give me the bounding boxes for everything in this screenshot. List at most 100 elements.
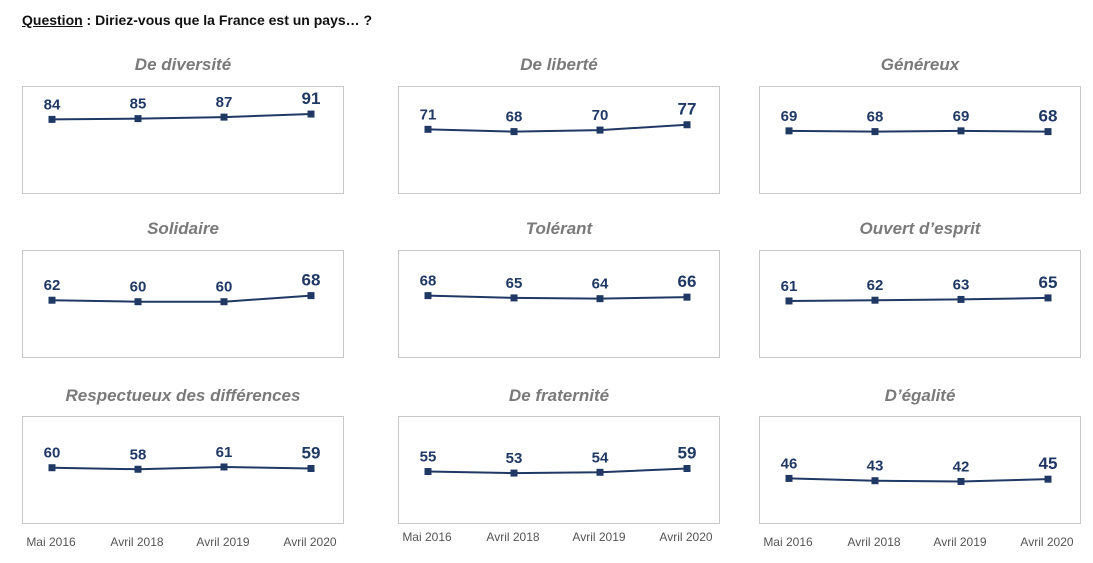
data-point [871, 296, 879, 304]
chart-panel: 69 68 69 68 [759, 86, 1081, 194]
data-point [957, 127, 965, 135]
question-heading: Question : Diriez-vous que la France est… [22, 12, 372, 28]
data-point [510, 128, 518, 136]
data-point [307, 292, 315, 300]
data-point [134, 298, 142, 306]
data-label: 62 [44, 277, 61, 294]
data-label: 42 [953, 458, 970, 475]
chart-title: Ouvert d’esprit [859, 219, 981, 238]
data-label: 45 [1039, 454, 1058, 473]
chart-panel: 84 85 87 91 [22, 86, 344, 194]
data-point [134, 115, 142, 123]
x-tick-label: Mai 2016 [26, 535, 76, 549]
data-point [134, 465, 142, 473]
data-label: 60 [44, 445, 61, 462]
x-tick-label: Avril 2018 [486, 530, 540, 544]
data-label: 68 [302, 271, 321, 290]
data-point [1044, 475, 1052, 483]
line-chart: 55 53 54 59 [420, 443, 696, 477]
data-point [871, 477, 879, 485]
data-label: 60 [130, 279, 147, 296]
data-point [424, 292, 432, 300]
data-point [683, 464, 691, 472]
chart-title: De liberté [520, 55, 598, 74]
chart-title: De fraternité [508, 386, 610, 405]
x-tick-label: Avril 2018 [847, 535, 901, 549]
data-point [220, 113, 228, 121]
x-axis-labels: Mai 2016 Avril 2018 Avril 2019 Avril 2020 [398, 530, 720, 546]
series-line [51, 465, 312, 471]
x-tick-label: Avril 2020 [659, 530, 713, 544]
x-tick-label: Avril 2019 [933, 535, 987, 549]
data-label: 62 [867, 277, 884, 294]
line-chart: 46 43 42 45 [781, 454, 1058, 485]
x-tick-label: Mai 2016 [402, 530, 452, 544]
data-label: 91 [302, 89, 321, 108]
data-point [871, 128, 879, 136]
x-tick-label: Avril 2019 [196, 535, 250, 549]
line-chart: 68 65 64 66 [420, 272, 697, 303]
question-separator: : [82, 12, 96, 28]
series-line [51, 294, 312, 303]
data-label: 59 [302, 443, 321, 462]
data-label: 60 [216, 279, 233, 296]
x-tick-label: Mai 2016 [763, 535, 813, 549]
chart-title: Généreux [880, 55, 960, 74]
data-point [48, 296, 56, 304]
data-point [307, 110, 315, 118]
data-label: 66 [678, 272, 697, 291]
series-line [51, 113, 312, 121]
series-line [427, 294, 688, 300]
data-label: 84 [44, 96, 61, 113]
question-text: Diriez-vous que la France est un pays… ? [95, 12, 373, 28]
data-point [957, 295, 965, 303]
data-point [785, 474, 793, 482]
data-point [1044, 128, 1052, 136]
data-point [683, 121, 691, 129]
chart-title: Tolérant [525, 219, 593, 238]
chart-title: Respectueux des différences [65, 386, 301, 405]
series-line [427, 123, 688, 133]
chart-panel: 61 62 63 65 [759, 250, 1081, 358]
data-label: 55 [420, 449, 437, 466]
line-chart: 62 60 60 68 [44, 271, 321, 306]
data-point [957, 477, 965, 485]
data-label: 87 [216, 94, 233, 111]
chart-panel: 71 68 70 77 [398, 86, 720, 194]
data-label: 68 [420, 273, 437, 290]
data-point [510, 469, 518, 477]
data-point [596, 126, 604, 134]
line-chart: 61 62 63 65 [781, 273, 1058, 305]
data-label: 71 [420, 106, 437, 123]
data-label: 77 [678, 100, 697, 119]
data-label: 70 [592, 107, 609, 124]
data-label: 68 [867, 109, 884, 126]
data-label: 85 [130, 96, 147, 113]
data-point [220, 463, 228, 471]
series-line [788, 296, 1049, 302]
data-label: 43 [867, 458, 884, 475]
series-line [788, 129, 1049, 133]
data-label: 69 [781, 108, 798, 125]
series-line [788, 477, 1049, 483]
data-label: 69 [953, 108, 970, 125]
data-label: 61 [781, 278, 798, 295]
data-label: 65 [1039, 273, 1058, 292]
line-chart: 60 58 61 59 [44, 443, 321, 473]
data-point [596, 295, 604, 303]
chart-panel: 55 53 54 59 [398, 416, 720, 524]
data-label: 68 [506, 109, 523, 126]
data-label: 63 [953, 276, 970, 293]
data-point [683, 293, 691, 301]
data-label: 64 [592, 276, 609, 293]
chart-panel: 68 65 64 66 [398, 250, 720, 358]
x-tick-label: Avril 2020 [1020, 535, 1074, 549]
x-tick-label: Avril 2019 [572, 530, 626, 544]
data-point [220, 298, 228, 306]
data-label: 54 [592, 449, 609, 466]
data-point [596, 468, 604, 476]
chart-title: Solidaire [147, 219, 219, 238]
data-label: 46 [781, 455, 798, 472]
line-chart: 69 68 69 68 [781, 107, 1057, 136]
data-point [785, 127, 793, 135]
